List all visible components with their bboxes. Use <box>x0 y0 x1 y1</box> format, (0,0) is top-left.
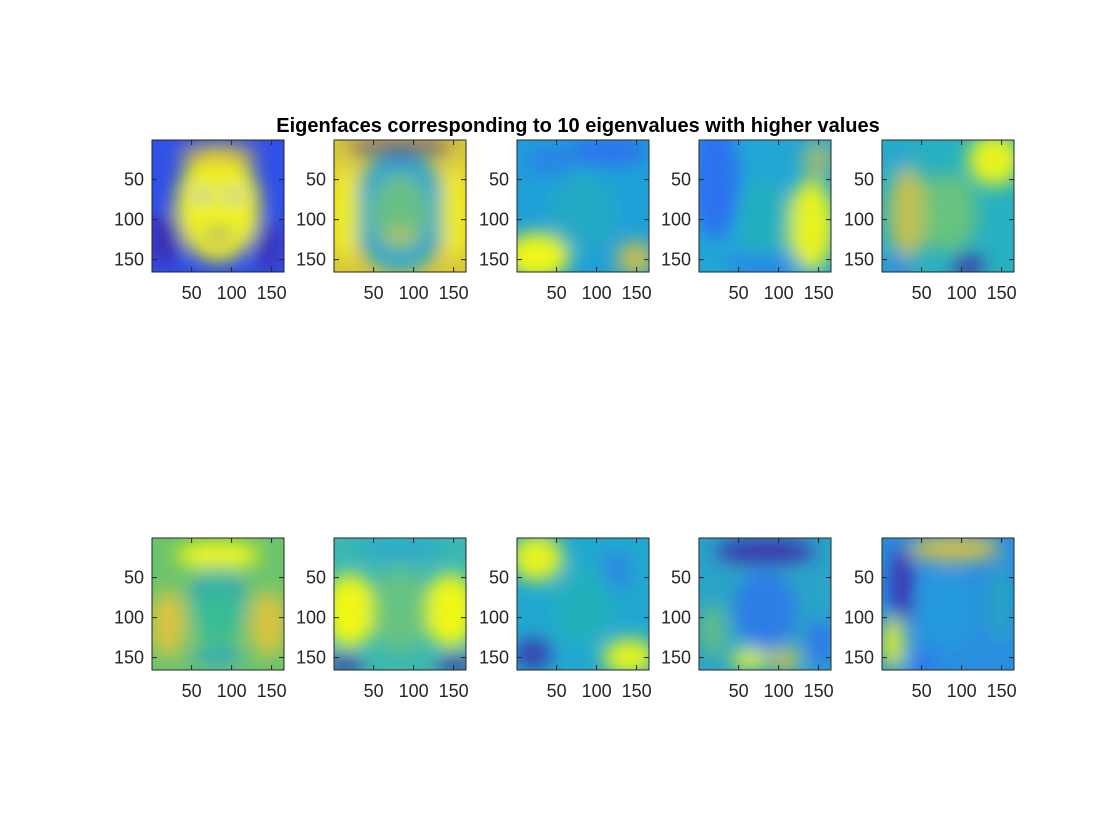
x-tick-label: 150 <box>622 283 652 303</box>
x-tick-label: 100 <box>399 283 429 303</box>
y-tick-label: 100 <box>114 608 144 628</box>
eigenface-panel-9: 50 100 150 50 100 150 <box>661 537 834 701</box>
x-tick-label: 150 <box>439 681 469 701</box>
x-tick-label: 100 <box>764 283 794 303</box>
eigenface-image <box>517 140 649 272</box>
x-tick-label: 50 <box>182 283 202 303</box>
eigenface-panel-5: 50 100 150 50 100 150 <box>844 139 1017 303</box>
axes-box <box>698 139 832 273</box>
eigenface-image <box>882 538 1014 670</box>
axes-box <box>333 139 467 273</box>
y-tick-label: 150 <box>296 648 326 668</box>
y-tick-label: 50 <box>124 568 144 588</box>
axes-box <box>881 537 1015 671</box>
y-tick-label: 50 <box>489 568 509 588</box>
x-tick-label: 100 <box>764 681 794 701</box>
x-tick-label: 100 <box>582 681 612 701</box>
eigenface-panels: 50 100 150 50 100 150 50 100 150 50 100 150 50 100 150… <box>114 139 1017 701</box>
x-tick-label: 150 <box>257 681 287 701</box>
y-tick-label: 100 <box>114 210 144 230</box>
x-tick-label: 100 <box>217 283 247 303</box>
y-tick-label: 50 <box>306 568 326 588</box>
y-tick-label: 50 <box>854 170 874 190</box>
y-tick-label: 100 <box>844 210 874 230</box>
y-tick-label: 50 <box>671 568 691 588</box>
eigenface-panel-1: 50 100 150 50 100 150 <box>114 139 287 303</box>
axes-box <box>516 139 650 273</box>
x-tick-label: 100 <box>947 681 977 701</box>
x-tick-label: 50 <box>912 283 932 303</box>
eigenface-panel-3: 50 100 150 50 100 150 <box>479 139 652 303</box>
x-tick-label: 50 <box>912 681 932 701</box>
y-tick-label: 50 <box>306 170 326 190</box>
y-tick-label: 100 <box>479 210 509 230</box>
x-tick-label: 50 <box>364 681 384 701</box>
eigenface-image <box>152 140 284 272</box>
eigenface-image <box>517 538 649 670</box>
y-tick-label: 150 <box>479 648 509 668</box>
eigenface-panel-6: 50 100 150 50 100 150 <box>114 537 287 701</box>
y-tick-label: 150 <box>479 250 509 270</box>
x-tick-label: 150 <box>804 283 834 303</box>
eigenface-image <box>334 140 466 272</box>
x-tick-label: 100 <box>399 681 429 701</box>
x-tick-label: 50 <box>364 283 384 303</box>
eigenface-image <box>334 538 466 670</box>
y-tick-label: 50 <box>854 568 874 588</box>
y-tick-label: 50 <box>671 170 691 190</box>
x-tick-label: 100 <box>582 283 612 303</box>
axes-box <box>151 537 285 671</box>
x-tick-label: 150 <box>257 283 287 303</box>
eigenface-panel-2: 50 100 150 50 100 150 <box>296 139 469 303</box>
x-tick-label: 50 <box>547 681 567 701</box>
axes-box <box>151 139 285 273</box>
x-tick-label: 50 <box>547 283 567 303</box>
eigenface-panel-8: 50 100 150 50 100 150 <box>479 537 652 701</box>
y-tick-label: 100 <box>296 608 326 628</box>
x-tick-label: 150 <box>439 283 469 303</box>
y-tick-label: 100 <box>661 210 691 230</box>
eigenface-panel-4: 50 100 150 50 100 150 <box>661 139 834 303</box>
eigenface-image <box>152 538 284 670</box>
x-tick-label: 150 <box>987 681 1017 701</box>
x-tick-label: 50 <box>729 283 749 303</box>
x-tick-label: 100 <box>217 681 247 701</box>
y-tick-label: 150 <box>114 648 144 668</box>
y-tick-label: 150 <box>844 250 874 270</box>
y-tick-label: 50 <box>124 170 144 190</box>
eigenface-panel-10: 50 100 150 50 100 150 <box>844 537 1017 701</box>
y-tick-label: 100 <box>661 608 691 628</box>
y-tick-label: 150 <box>661 648 691 668</box>
x-tick-label: 50 <box>729 681 749 701</box>
eigenface-image <box>699 538 831 670</box>
y-tick-label: 50 <box>489 170 509 190</box>
axes-box <box>516 537 650 671</box>
y-tick-label: 150 <box>114 250 144 270</box>
y-tick-label: 100 <box>479 608 509 628</box>
eigenface-image <box>882 140 1014 272</box>
x-tick-label: 150 <box>987 283 1017 303</box>
y-tick-label: 150 <box>296 250 326 270</box>
axes-box <box>333 537 467 671</box>
x-tick-label: 100 <box>947 283 977 303</box>
axes-box <box>698 537 832 671</box>
axes-box <box>881 139 1015 273</box>
figure-title: Eigenfaces corresponding to 10 eigenvalu… <box>276 115 880 137</box>
eigenface-image <box>699 140 831 272</box>
y-tick-label: 150 <box>661 250 691 270</box>
x-tick-label: 150 <box>622 681 652 701</box>
x-tick-label: 50 <box>182 681 202 701</box>
eigenface-panel-7: 50 100 150 50 100 150 <box>296 537 469 701</box>
y-tick-label: 150 <box>844 648 874 668</box>
y-tick-label: 100 <box>296 210 326 230</box>
x-tick-label: 150 <box>804 681 834 701</box>
y-tick-label: 100 <box>844 608 874 628</box>
